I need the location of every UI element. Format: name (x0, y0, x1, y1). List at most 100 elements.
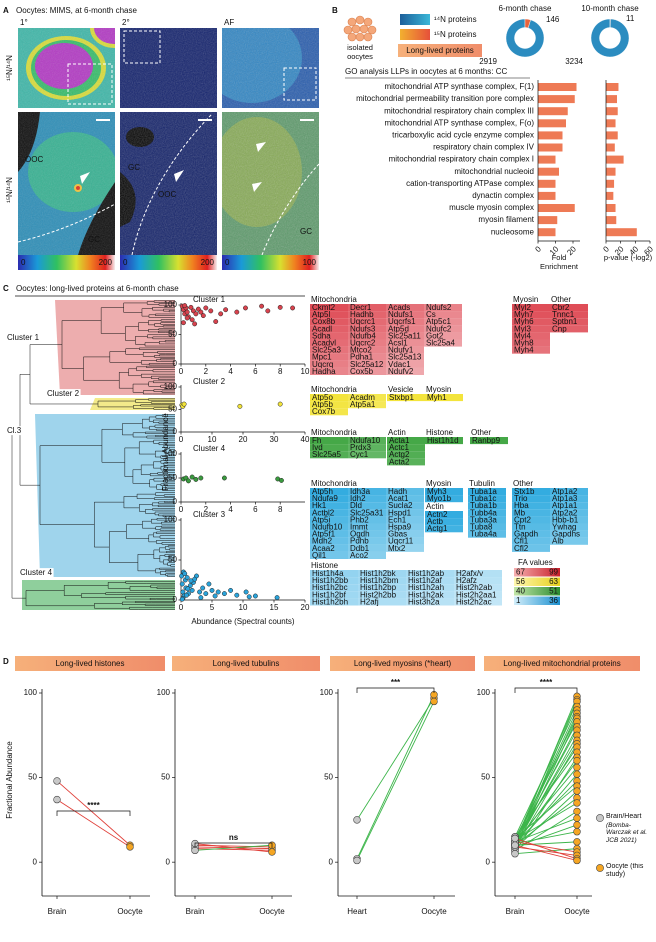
gene-label: Hist1h2ah (408, 583, 444, 592)
gene-cell (310, 394, 348, 402)
gene-cell (512, 509, 550, 517)
x-tick-label: 0 (179, 603, 184, 612)
category-label: respiratory chain complex IV (433, 143, 535, 152)
pair-line (194, 844, 273, 848)
gene-label: Myh4 (514, 346, 534, 355)
pair-line (356, 701, 435, 861)
bar (606, 204, 616, 212)
gene-cell (550, 318, 588, 326)
gene-cell (386, 530, 424, 538)
cluster-region (90, 398, 175, 410)
bar (606, 155, 624, 164)
data-point (192, 321, 198, 327)
fa-max: 51 (549, 587, 558, 596)
gene-label: Hist2h2aa1 (456, 590, 497, 599)
gene-cell (512, 537, 550, 545)
gene-cell (550, 502, 588, 510)
x-tick-label: 4 (228, 505, 233, 514)
gene-label: Slc25a4 (426, 338, 455, 347)
cell (347, 32, 357, 42)
bar (606, 179, 615, 188)
gene-label: Ivd (312, 443, 323, 452)
data-point (218, 311, 224, 317)
y-tick-label: 0 (173, 359, 178, 368)
colorbar-max: 200 (99, 258, 113, 267)
data-point (184, 575, 190, 581)
data-point (511, 841, 519, 849)
bar (606, 167, 616, 176)
pair-line (356, 697, 435, 821)
gene-label: Myl3 (514, 324, 531, 333)
gene-cell (425, 488, 463, 496)
legend-note-box: (Bomba-Warczak et al. JCB 2021) (606, 822, 647, 844)
gene-cell (512, 311, 550, 319)
gene-label: Myl4 (514, 331, 531, 340)
gene-cell (468, 530, 506, 538)
gene-cell (310, 360, 348, 368)
gene-label: Atp5h (312, 487, 333, 496)
fa-max: 63 (549, 577, 558, 586)
gene-label: Myh1 (427, 393, 447, 402)
chart-title: Cluster 4 (193, 444, 226, 453)
pair-line (514, 751, 578, 838)
y-tick-label: 50 (168, 473, 177, 482)
gene-label: Ndufv2 (388, 367, 414, 376)
panel-title: Oocytes: long-lived proteins at 6-month … (16, 284, 179, 293)
gene-label: Ndufc2 (426, 324, 452, 333)
fa-swatch (514, 568, 560, 577)
gene-label: Myh6 (514, 317, 534, 326)
axis-label-box: Fold Enrichment (540, 254, 578, 271)
gene-cell (348, 401, 386, 409)
y-tick-label: 100 (164, 382, 178, 391)
data-point (237, 403, 243, 409)
gene-cell (348, 311, 386, 319)
region-label: GC (300, 227, 312, 236)
gene-label: Gapdh (514, 530, 538, 539)
gene-cell (406, 584, 454, 592)
pair-line (514, 802, 578, 841)
data-point (189, 317, 195, 323)
x-tick-label: Heart (347, 907, 367, 916)
gene-label: H2afz (456, 576, 477, 585)
gene-label: Ttn (514, 522, 526, 531)
gene-label: Cox7b (312, 407, 336, 416)
x-tick-label: Oocyte (564, 907, 590, 916)
gene-cell (310, 537, 348, 545)
category-label: mitochondrial respiratory chain complex … (384, 106, 534, 115)
gene-cell (310, 495, 348, 503)
data-point (278, 477, 284, 483)
axis-label: Fractional Abundance (5, 741, 14, 819)
gene-label: Tubb4a (470, 508, 497, 517)
pair-line (194, 848, 273, 851)
gene-label: Aco2 (350, 551, 369, 560)
gene-label: Mtx2 (388, 544, 406, 553)
gene-label: Sucla2 (388, 501, 413, 510)
gene-label: Hist3h2a (408, 597, 440, 606)
gene-cell (454, 577, 502, 585)
gene-cell (386, 516, 424, 524)
gene-label: Tuba3a (470, 515, 497, 524)
gene-cell (348, 346, 386, 354)
bar (538, 216, 558, 225)
gene-cell (512, 304, 550, 312)
gene-label: Hist1h2bf (312, 590, 347, 599)
x-tick-label: 8 (278, 367, 283, 376)
x-tick-label: 20 (239, 435, 248, 444)
pair-line (514, 838, 578, 860)
gene-label: Sdha (312, 331, 331, 340)
group-title: Myosin (513, 295, 538, 304)
group-title: Other (551, 295, 571, 304)
x-tick-label: 0 (179, 505, 184, 514)
gene-label: Immt (350, 522, 369, 531)
gene-label: Mtco2 (350, 346, 372, 355)
gene-cell (386, 339, 424, 347)
arrowhead (174, 170, 184, 182)
column-label: AF (224, 18, 234, 27)
gene-cell (386, 360, 424, 368)
gene-cell (550, 523, 588, 531)
data-point (221, 591, 227, 597)
gene-label: Hspd1 (388, 508, 412, 517)
data-point (290, 305, 296, 311)
cell-label-box: isolated oocytes (347, 44, 373, 61)
panel-label: A (3, 6, 9, 15)
